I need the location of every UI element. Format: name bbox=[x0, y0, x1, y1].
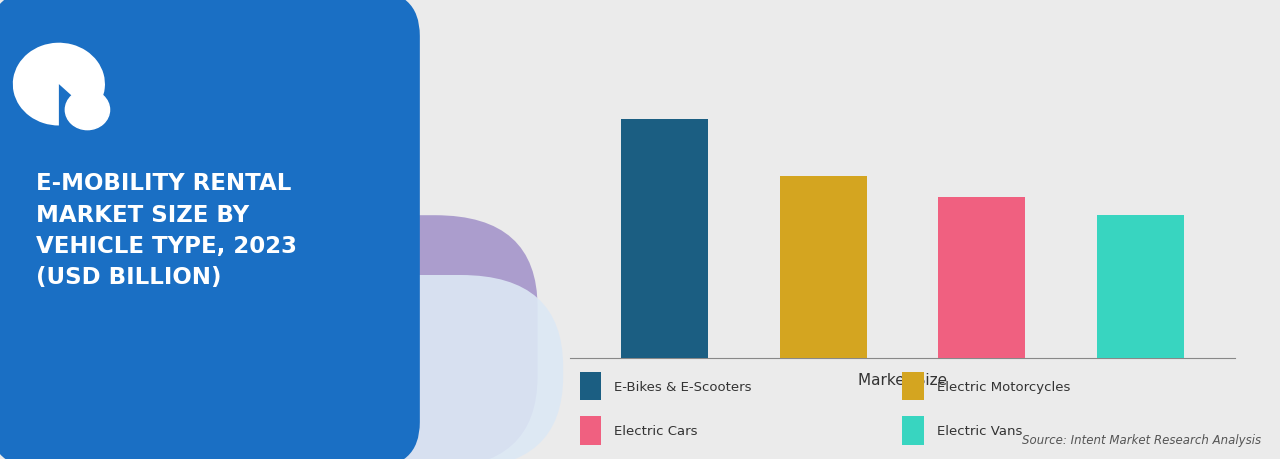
FancyBboxPatch shape bbox=[902, 417, 924, 445]
Circle shape bbox=[65, 91, 110, 130]
FancyBboxPatch shape bbox=[902, 372, 924, 400]
FancyBboxPatch shape bbox=[580, 417, 602, 445]
Text: Electric Motorcycles: Electric Motorcycles bbox=[937, 380, 1070, 393]
FancyBboxPatch shape bbox=[307, 275, 563, 459]
Text: Electric Vans: Electric Vans bbox=[937, 424, 1023, 437]
Text: E-Bikes & E-Scooters: E-Bikes & E-Scooters bbox=[614, 380, 751, 393]
Bar bbox=[780, 177, 867, 358]
FancyBboxPatch shape bbox=[580, 372, 602, 400]
Text: Electric Cars: Electric Cars bbox=[614, 424, 698, 437]
Text: Source: Intent Market Research Analysis: Source: Intent Market Research Analysis bbox=[1021, 433, 1261, 446]
X-axis label: Market Size: Market Size bbox=[858, 372, 947, 387]
Wedge shape bbox=[13, 44, 105, 126]
FancyBboxPatch shape bbox=[230, 216, 538, 459]
Bar bbox=[938, 198, 1025, 358]
Bar bbox=[621, 120, 708, 358]
Text: E-MOBILITY RENTAL
MARKET SIZE BY
VEHICLE TYPE, 2023
(USD BILLION): E-MOBILITY RENTAL MARKET SIZE BY VEHICLE… bbox=[36, 172, 297, 288]
Bar bbox=[1097, 216, 1184, 358]
FancyBboxPatch shape bbox=[0, 0, 420, 459]
